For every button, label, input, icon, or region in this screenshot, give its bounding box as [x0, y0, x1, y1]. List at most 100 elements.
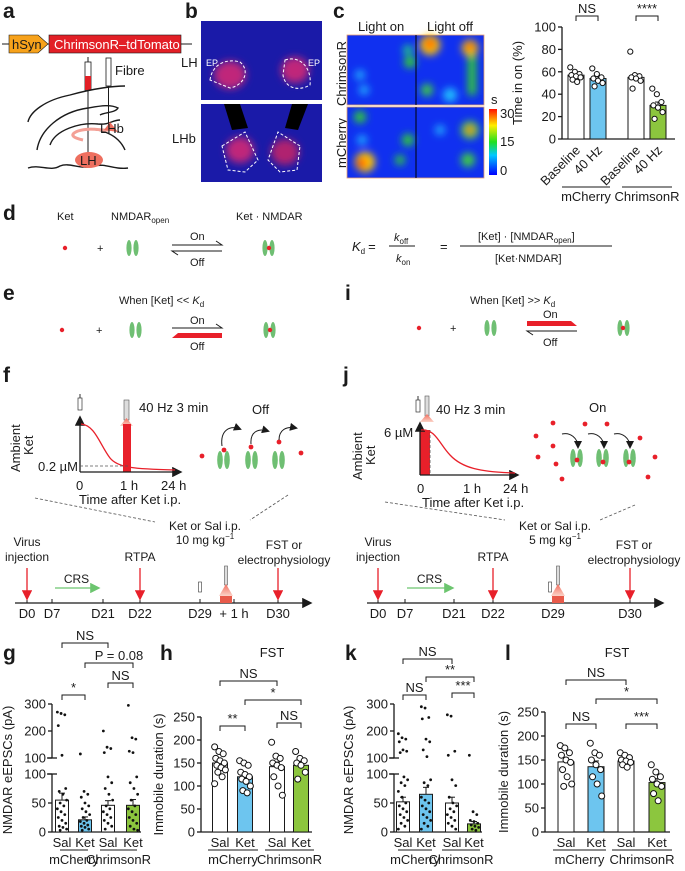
off-label: Off	[190, 257, 205, 269]
stimulation-bar	[123, 424, 131, 472]
y-tick-label: 250	[517, 705, 539, 720]
event-fst: FST or	[616, 538, 652, 552]
data-point	[404, 737, 408, 741]
xtick-0: 0	[76, 478, 83, 493]
data-point	[57, 790, 61, 793]
y-tick-label: 150	[173, 756, 195, 771]
category-label: Ket	[647, 835, 667, 850]
data-point	[110, 781, 114, 785]
data-point	[101, 729, 105, 733]
panel-label-c: c	[333, 0, 345, 23]
data-point	[276, 754, 284, 762]
category-label: Sal	[617, 835, 636, 850]
y-tick-label: 0	[188, 825, 195, 840]
light-cone	[551, 584, 565, 596]
data-point	[447, 795, 451, 799]
syringe-icon	[198, 581, 202, 593]
group-label: mCherry	[555, 852, 605, 867]
ep-label-right: EP	[308, 58, 320, 68]
significance-bracket	[595, 698, 658, 704]
day-label: D7	[397, 606, 414, 621]
data-point	[129, 798, 133, 802]
day-label: D21	[91, 606, 115, 621]
col-light-off: Light off	[427, 19, 473, 34]
data-point	[130, 736, 134, 740]
day-label: + 1 h	[219, 606, 248, 621]
y-tick-label: 100	[366, 751, 388, 766]
forward-arrow-thick	[527, 321, 577, 326]
colorbar	[489, 109, 497, 175]
data-point	[87, 804, 91, 808]
significance-label: NS	[111, 668, 129, 683]
data-point	[422, 821, 426, 825]
data-point	[474, 828, 478, 832]
group-label: ChrimsonR	[257, 852, 322, 867]
stim-label: 40 Hz 3 min	[139, 400, 208, 415]
significance-label: *	[270, 685, 275, 700]
y-tick-label: 20	[542, 109, 556, 124]
panel-f: f 40 Hz 3 min 0.2 µM Ambient Ket 0 1 h 2…	[3, 364, 304, 523]
data-point	[648, 775, 656, 783]
data-point	[453, 819, 457, 822]
data-point	[473, 824, 477, 828]
data-point	[589, 773, 597, 781]
lh-label: LH	[80, 153, 97, 168]
off-label: Off	[543, 337, 558, 349]
light-cone	[219, 584, 233, 596]
significance-bracket	[107, 682, 134, 688]
significance-bracket	[276, 722, 302, 728]
data-point	[591, 83, 598, 90]
panel-d: d Ket NMDARopen Ket · NMDAR + On Off Kd =…	[3, 202, 612, 269]
group-label: mCherry	[49, 852, 99, 867]
data-point	[61, 825, 65, 829]
significance-bracket	[451, 692, 475, 698]
data-point	[128, 824, 132, 828]
data-point	[78, 752, 82, 756]
data-point	[62, 804, 66, 808]
data-point	[476, 821, 480, 825]
data-point	[79, 824, 83, 828]
data-point	[219, 750, 227, 758]
data-point	[132, 787, 136, 790]
forward-arrow	[172, 240, 224, 246]
y-tick-label: 80	[542, 42, 556, 57]
y-tick-label: 200	[517, 729, 539, 744]
data-point	[559, 766, 567, 774]
concentration-curve	[80, 423, 176, 471]
panel-label-i: i	[345, 282, 351, 305]
category-label: Sal	[268, 835, 287, 850]
event-injection: injection	[356, 550, 400, 564]
data-point	[82, 790, 86, 793]
panel-b: b EP EP LH LHb	[172, 0, 322, 182]
data-point	[595, 751, 603, 759]
data-point	[561, 744, 569, 752]
significance-label: NS	[578, 1, 596, 16]
y-tick-label: 200	[173, 733, 195, 748]
y-tick-label: 200	[24, 724, 46, 739]
panel-a: a hSyn ChrimsonR–tdTomato Fibre LHb LH	[2, 0, 192, 170]
data-point	[268, 738, 276, 746]
ket-molecule	[416, 325, 422, 331]
data-point	[134, 813, 138, 816]
data-point	[557, 751, 565, 759]
ket-molecule	[62, 245, 68, 251]
data-point	[102, 819, 106, 822]
heatmap-chrimsonr	[346, 34, 485, 106]
data-point	[80, 828, 84, 832]
data-point	[79, 795, 83, 799]
significance-bracket	[635, 15, 659, 21]
significance-label: **	[227, 711, 237, 726]
data-point	[568, 780, 576, 788]
data-point	[398, 813, 402, 816]
significance-label: NS	[418, 644, 436, 659]
data-point	[103, 787, 107, 790]
on-label: On	[190, 315, 205, 327]
category-label: Sal	[394, 835, 413, 850]
data-point	[658, 782, 666, 790]
lhb-region	[104, 122, 118, 132]
event-ket-sal-ip: Ket or Sal i.p.	[169, 519, 241, 533]
syringe-icon	[548, 581, 552, 593]
data-point	[446, 753, 450, 757]
y-tick-label: 50	[525, 801, 539, 816]
